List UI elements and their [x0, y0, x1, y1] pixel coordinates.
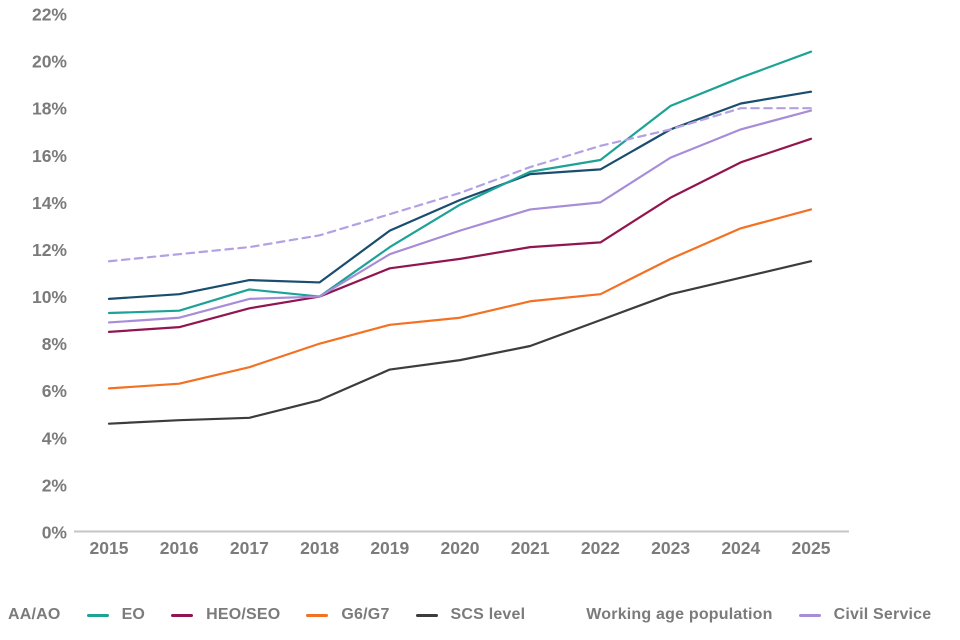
x-axis-label-2015: 2015: [90, 538, 129, 558]
y-axis-label-20: 20%: [32, 52, 67, 72]
y-axis-label-2: 2%: [42, 475, 68, 495]
x-axis-label-2016: 2016: [160, 538, 199, 558]
series-line-g6-g7: [107, 208, 813, 390]
legend-label-g6-g7: G6/G7: [341, 606, 390, 623]
legend-marker-working-age-population: [551, 614, 573, 617]
legend-item-heo-seo: HEO/SEO: [171, 606, 280, 624]
y-axis-label-14: 14%: [32, 193, 67, 213]
line-chart: 0% 2% 4% 6% 8% 10% 12% 14% 16% 18% 20% 22% 2015 2016 2…: [32, 5, 849, 558]
y-axis-label-4: 4%: [42, 428, 68, 448]
legend-label-working-age-population: Working age population: [586, 606, 773, 623]
y-axis-label-0: 0%: [42, 523, 68, 543]
x-axis-label-2020: 2020: [441, 538, 480, 558]
legend-item-eo: EO: [86, 606, 146, 624]
legend-items-row: AA/AO EO HEO/SEO G6/G7 SCS level Working age …: [0, 598, 960, 632]
legend-item-g6-g7: G6/G7: [306, 606, 389, 624]
legend-item-scs-level: SCS level: [415, 606, 526, 624]
legend-label-scs-level: SCS level: [450, 606, 526, 623]
x-axis-label-2023: 2023: [651, 538, 690, 558]
x-axis-label-2018: 2018: [300, 538, 339, 558]
y-axis-label-22: 22%: [32, 5, 67, 25]
legend-label-aa-ao: AA/AO: [8, 606, 61, 623]
legend-label-civil-service: Civil Service: [833, 606, 932, 623]
x-axis-label-2025: 2025: [792, 538, 831, 558]
x-axis-label-2019: 2019: [370, 538, 409, 558]
series-line-working-age-population: [107, 107, 813, 263]
legend-marker-civil-service: [798, 613, 821, 617]
legend-marker-g6-g7: [306, 613, 329, 617]
legend-item-working-age-population: Working age population: [551, 606, 772, 624]
legend-marker-scs-level: [415, 613, 438, 617]
legend-item-aa-ao: AA/AO: [0, 606, 61, 624]
legend-label-eo: EO: [121, 606, 146, 623]
legend-label-heo-seo: HEO/SEO: [206, 606, 281, 623]
series-line-heo-seo: [107, 137, 813, 333]
x-axis-label-2024: 2024: [721, 538, 760, 558]
series-line-scs-level: [107, 260, 813, 425]
y-axis-label-10: 10%: [32, 287, 67, 307]
y-axis-label-16: 16%: [32, 146, 67, 166]
y-axis-label-8: 8%: [42, 334, 68, 354]
legend-marker-heo-seo: [171, 613, 194, 617]
y-axis-label-18: 18%: [32, 99, 67, 119]
series-line-civil-service: [107, 109, 813, 324]
legend-item-civil-service: Civil Service: [798, 606, 932, 624]
x-axis-label-2021: 2021: [511, 538, 550, 558]
series-line-eo: [107, 50, 813, 315]
chart-legend: AA/AO EO HEO/SEO G6/G7 SCS level Working age …: [0, 598, 960, 632]
x-axis-label-2017: 2017: [230, 538, 269, 558]
series-line-aa-ao: [107, 90, 813, 301]
y-axis-label-6: 6%: [42, 381, 68, 401]
legend-marker-eo: [86, 613, 109, 617]
x-axis-label-2022: 2022: [581, 538, 620, 558]
y-axis-label-12: 12%: [32, 240, 67, 260]
